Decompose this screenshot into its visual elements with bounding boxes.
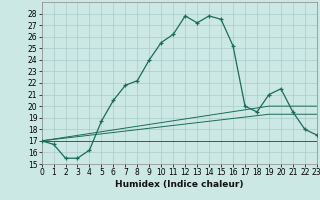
X-axis label: Humidex (Indice chaleur): Humidex (Indice chaleur): [115, 180, 244, 189]
